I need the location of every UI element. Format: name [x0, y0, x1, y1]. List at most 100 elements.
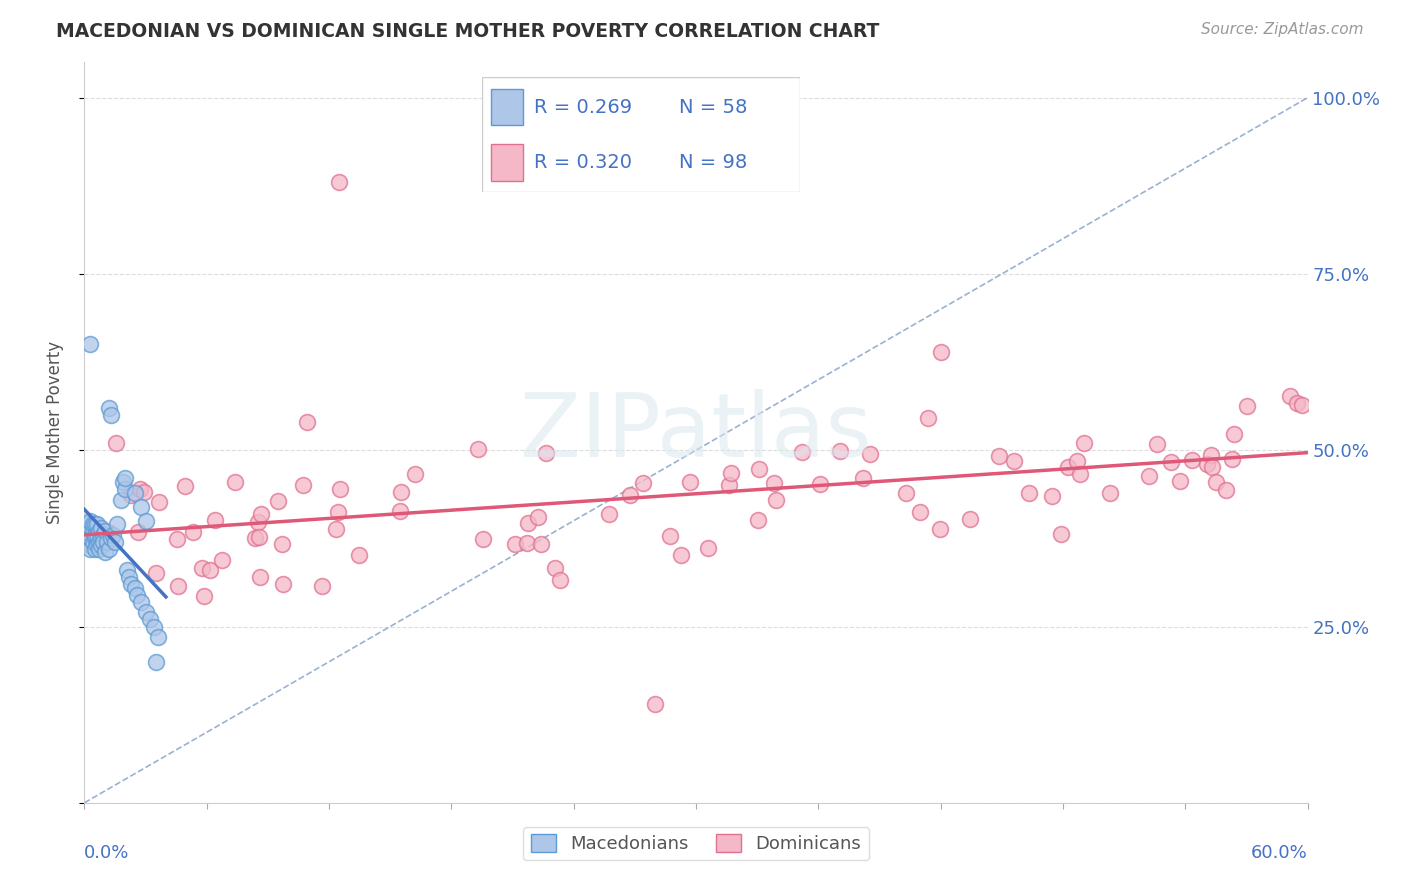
Point	[224, 475, 246, 490]
Point	[115, 563, 138, 577]
Point	[97, 401, 120, 415]
Text: ZIPatlas: ZIPatlas	[520, 389, 872, 476]
Point	[211, 553, 233, 567]
Point	[828, 443, 851, 458]
Point	[292, 478, 315, 492]
Point	[91, 528, 114, 542]
Point	[204, 514, 226, 528]
Point	[619, 488, 641, 502]
Point	[96, 535, 118, 549]
Point	[87, 535, 110, 549]
Point	[77, 535, 100, 549]
Point	[1040, 489, 1063, 503]
Point	[93, 524, 115, 539]
Point	[146, 630, 169, 644]
Point	[311, 579, 333, 593]
Point	[644, 697, 666, 711]
Point	[326, 505, 349, 519]
Point	[82, 535, 104, 549]
Point	[243, 531, 266, 545]
Point	[1069, 467, 1091, 482]
Point	[250, 507, 273, 521]
Point	[247, 529, 270, 543]
Point	[1201, 459, 1223, 474]
Point	[1215, 483, 1237, 497]
Point	[1049, 526, 1071, 541]
Point	[659, 529, 682, 543]
Point	[86, 517, 108, 532]
Point	[404, 467, 426, 481]
Point	[526, 509, 548, 524]
Point	[295, 416, 318, 430]
Point	[79, 541, 101, 556]
Point	[124, 581, 146, 595]
Point	[1285, 396, 1308, 410]
Point	[131, 500, 153, 514]
Point	[1066, 453, 1088, 467]
Point	[747, 513, 769, 527]
Point	[91, 535, 114, 549]
Point	[271, 537, 294, 551]
Point	[191, 561, 214, 575]
Point	[792, 445, 814, 459]
Point	[83, 541, 105, 556]
Point	[114, 482, 136, 496]
Point	[82, 524, 104, 539]
Point	[167, 579, 190, 593]
Point	[894, 486, 917, 500]
Point	[1220, 451, 1243, 466]
Point	[858, 447, 880, 461]
Point	[329, 483, 352, 497]
Point	[93, 545, 115, 559]
Point	[100, 532, 122, 546]
Point	[83, 532, 105, 546]
Point	[118, 570, 141, 584]
Point	[271, 577, 294, 591]
Point	[328, 175, 350, 189]
Point	[83, 517, 105, 532]
Point	[90, 532, 112, 546]
Point	[516, 516, 538, 531]
Point	[1018, 485, 1040, 500]
Point	[550, 573, 572, 587]
Point	[1291, 398, 1313, 412]
Text: MACEDONIAN VS DOMINICAN SINGLE MOTHER POVERTY CORRELATION CHART: MACEDONIAN VS DOMINICAN SINGLE MOTHER PO…	[56, 22, 880, 41]
Point	[134, 484, 156, 499]
Point	[246, 515, 269, 529]
Point	[1205, 475, 1227, 490]
Point	[86, 528, 108, 542]
Point	[1223, 426, 1246, 441]
Point	[1137, 469, 1160, 483]
Point	[87, 541, 110, 556]
Point	[467, 442, 489, 457]
Point	[929, 522, 952, 536]
Point	[100, 408, 122, 422]
Point	[347, 549, 370, 563]
Point	[79, 337, 101, 351]
Point	[97, 525, 120, 540]
Point	[145, 655, 167, 669]
Point	[598, 507, 620, 521]
Point	[135, 606, 157, 620]
Point	[124, 485, 146, 500]
Point	[77, 524, 100, 539]
Point	[763, 475, 786, 490]
Text: 0.0%: 0.0%	[84, 844, 129, 862]
Y-axis label: Single Mother Poverty: Single Mother Poverty	[45, 341, 63, 524]
Point	[97, 541, 120, 556]
Point	[543, 561, 565, 575]
Point	[83, 528, 105, 542]
Point	[388, 504, 411, 518]
Point	[852, 471, 875, 485]
Text: Source: ZipAtlas.com: Source: ZipAtlas.com	[1201, 22, 1364, 37]
Point	[917, 410, 939, 425]
Point	[808, 477, 831, 491]
Point	[472, 533, 495, 547]
Point	[77, 517, 100, 532]
Point	[249, 570, 271, 584]
Point	[127, 524, 149, 539]
Text: 60.0%: 60.0%	[1251, 844, 1308, 862]
Point	[679, 475, 702, 489]
Point	[671, 549, 693, 563]
Point	[77, 528, 100, 542]
